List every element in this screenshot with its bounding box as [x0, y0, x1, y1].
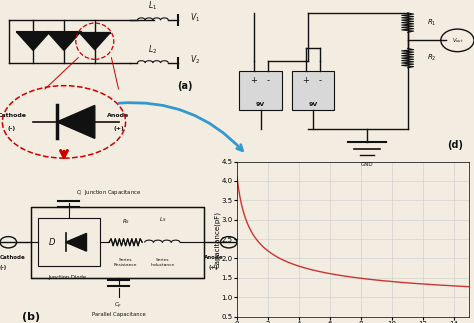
Text: $V_{out}$: $V_{out}$ — [452, 36, 463, 45]
Text: Series
Resistance: Series Resistance — [114, 258, 137, 267]
Text: Anode: Anode — [108, 113, 129, 118]
Text: $L_1$: $L_1$ — [148, 0, 157, 12]
Text: $R_S$: $R_S$ — [121, 217, 130, 226]
Text: D: D — [49, 238, 55, 247]
Text: Cathode: Cathode — [0, 255, 26, 260]
Text: Junction Diode: Junction Diode — [48, 275, 87, 279]
Polygon shape — [65, 233, 86, 251]
Text: Series
Inductance: Series Inductance — [150, 258, 174, 267]
Polygon shape — [47, 32, 81, 50]
Text: +: + — [302, 76, 309, 85]
Text: (b): (b) — [22, 312, 40, 321]
Text: (d): (d) — [447, 141, 463, 150]
Bar — [38, 218, 100, 266]
Text: 9V: 9V — [256, 102, 265, 108]
Text: $R_1$: $R_1$ — [427, 17, 436, 28]
Text: $V_2$: $V_2$ — [190, 54, 200, 66]
Text: $L_2$: $L_2$ — [148, 44, 157, 56]
Text: +: + — [250, 76, 257, 85]
FancyBboxPatch shape — [292, 71, 334, 110]
Text: Cathode: Cathode — [0, 113, 27, 118]
Polygon shape — [17, 32, 50, 50]
Polygon shape — [80, 33, 110, 50]
Text: (+): (+) — [209, 265, 218, 270]
Text: $L_S$: $L_S$ — [159, 215, 166, 224]
Text: 9V: 9V — [308, 102, 318, 108]
Text: $C_p$: $C_p$ — [114, 300, 123, 311]
Text: (a): (a) — [177, 81, 192, 91]
Polygon shape — [57, 105, 95, 138]
Text: (-): (-) — [0, 265, 7, 270]
Bar — [31, 207, 204, 278]
Text: Parallel Capacitance: Parallel Capacitance — [91, 312, 146, 317]
FancyBboxPatch shape — [239, 71, 282, 110]
Text: (+): (+) — [113, 126, 124, 131]
Text: $C_J$  Junction Capacitance: $C_J$ Junction Capacitance — [76, 189, 141, 199]
Text: (-): (-) — [8, 126, 16, 131]
Text: -: - — [319, 76, 321, 85]
Text: -: - — [266, 76, 269, 85]
Text: Anode: Anode — [203, 255, 223, 260]
Text: $R_2$: $R_2$ — [427, 53, 436, 63]
Text: $V_1$: $V_1$ — [190, 11, 200, 24]
Text: GND: GND — [361, 162, 374, 166]
Y-axis label: Capacitance(pF): Capacitance(pF) — [214, 211, 220, 267]
